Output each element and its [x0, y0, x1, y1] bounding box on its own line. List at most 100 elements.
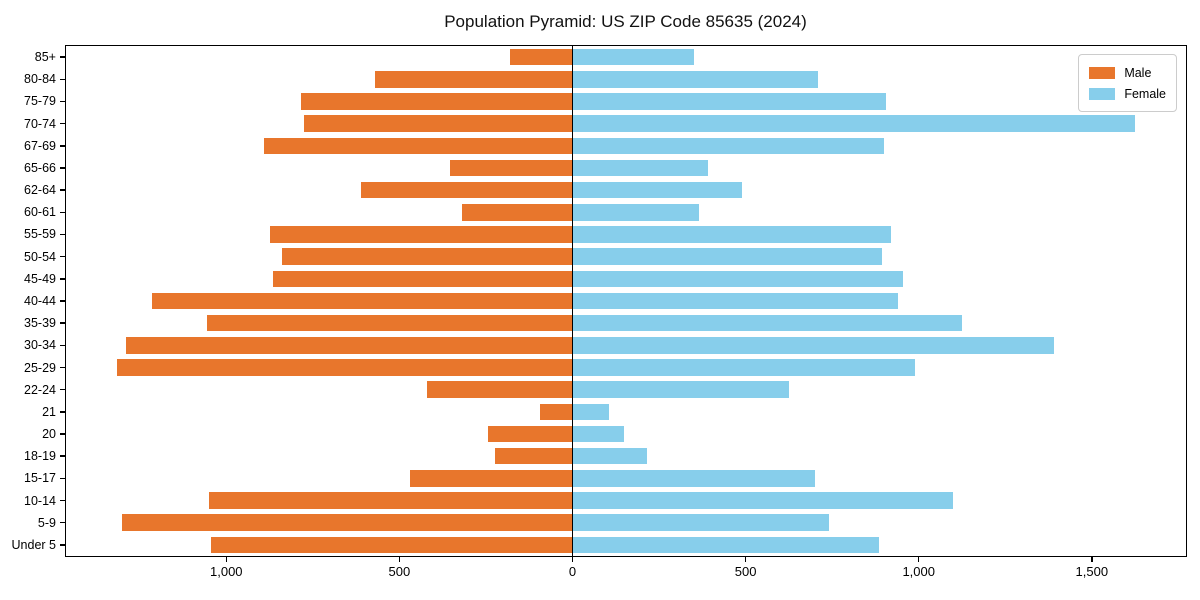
y-tick-mark: [60, 455, 66, 457]
male-bar: [361, 181, 573, 199]
y-axis-label: 55-59: [24, 227, 56, 242]
y-axis-label: 65-66: [24, 160, 56, 175]
y-axis-label: 80-84: [24, 72, 56, 87]
male-bar: [304, 115, 573, 132]
y-tick-mark: [60, 322, 66, 324]
y-axis-label: 20: [42, 427, 56, 442]
y-axis-label: 10-14: [24, 493, 56, 508]
female-bar: [572, 71, 819, 88]
male-bar: [449, 159, 573, 177]
legend-female-swatch: [1089, 87, 1116, 100]
male-bar: [122, 514, 573, 531]
y-axis-label: 50-54: [24, 249, 56, 264]
female-bar: [572, 159, 708, 177]
y-axis-label: 22-24: [24, 382, 56, 397]
x-tick-mark: [225, 556, 228, 562]
female-bar: [572, 470, 815, 487]
y-axis-label: 62-64: [24, 183, 56, 198]
y-axis-label: 30-34: [24, 338, 56, 353]
y-tick-mark: [60, 388, 66, 391]
female-bar: [572, 270, 904, 288]
male-bar: [487, 425, 573, 443]
male-bar: [264, 137, 573, 155]
y-axis-label: 70-74: [24, 116, 56, 131]
legend-male-swatch: [1089, 66, 1116, 79]
x-axis-label: 500: [388, 564, 411, 579]
y-tick-mark: [60, 477, 66, 480]
plot-area: Male Female 85+ 80-84 75-79 70-74 67-69 65-66…: [12, 45, 1187, 579]
y-axis-label: 21: [42, 404, 56, 419]
y-axis-label: 5-9: [37, 515, 56, 530]
female-bar: [572, 536, 879, 554]
female-bar: [572, 425, 625, 443]
male-bar: [409, 470, 573, 487]
legend: Male Female: [1078, 54, 1177, 112]
y-axis-label: 60-61: [24, 205, 56, 220]
y-axis-label: Under 5: [11, 537, 56, 552]
y-axis-label: 67-69: [24, 138, 56, 153]
female-bar: [572, 137, 885, 155]
female-bar: [572, 381, 789, 398]
x-axis-label: 1,000: [210, 564, 243, 579]
legend-item-female: Female: [1089, 83, 1166, 104]
y-tick-mark: [60, 300, 66, 302]
male-bar: [461, 204, 573, 221]
y-tick-mark: [60, 278, 66, 280]
female-bar: [572, 204, 699, 221]
female-bar: [572, 115, 1136, 132]
x-tick-mark: [571, 556, 574, 562]
female-bar: [572, 492, 954, 509]
y-tick-mark: [60, 433, 66, 435]
female-bar: [572, 359, 916, 376]
y-tick-mark: [60, 122, 66, 125]
legend-male-label: Male: [1124, 65, 1152, 80]
male-bar: [510, 48, 573, 66]
male-bar: [269, 226, 573, 243]
y-axis-label: 85+: [34, 50, 56, 65]
x-axis-label: 1,000: [902, 564, 935, 579]
male-bar: [539, 403, 573, 421]
y-tick-mark: [60, 499, 66, 502]
male-bar: [427, 381, 573, 398]
male-bar: [208, 492, 573, 509]
y-tick-mark: [60, 366, 66, 369]
y-axis-label: 18-19: [24, 449, 56, 464]
y-tick-mark: [60, 544, 66, 546]
x-tick-mark: [398, 556, 401, 562]
male-bar: [273, 270, 573, 288]
male-bar: [281, 248, 573, 265]
chart-title: Population Pyramid: US ZIP Code 85635 (2…: [444, 12, 807, 31]
x-axis-label: 0: [568, 564, 577, 579]
male-bar: [207, 314, 573, 332]
y-tick-mark: [60, 344, 66, 347]
y-axis-label: 35-39: [24, 316, 56, 331]
male-bar: [210, 536, 573, 554]
y-tick-mark: [60, 100, 66, 103]
female-bar: [572, 447, 647, 465]
female-bar: [572, 403, 609, 421]
female-bar: [572, 181, 743, 199]
female-bar: [572, 314, 962, 332]
x-tick-mark: [744, 556, 747, 562]
female-bar: [572, 248, 883, 265]
female-bar: [572, 337, 1054, 354]
male-bar: [125, 337, 573, 354]
male-bar: [151, 292, 573, 310]
female-bar: [572, 48, 694, 66]
zero-axis-line: [571, 46, 574, 556]
male-bar: [375, 71, 573, 88]
x-axis-label: 1,500: [1075, 564, 1109, 579]
male-bar: [300, 93, 573, 110]
y-axis-label: 25-29: [24, 360, 56, 375]
y-tick-mark: [60, 211, 66, 214]
y-tick-mark: [60, 56, 66, 58]
y-tick-mark: [60, 145, 66, 147]
x-tick-mark: [1091, 556, 1093, 562]
y-tick-mark: [60, 189, 66, 191]
y-tick-mark: [60, 78, 66, 80]
y-axis-label: 15-17: [24, 471, 56, 486]
x-axis-label: 500: [734, 564, 757, 579]
female-bar: [572, 292, 898, 310]
y-axis-label: 75-79: [24, 94, 56, 109]
